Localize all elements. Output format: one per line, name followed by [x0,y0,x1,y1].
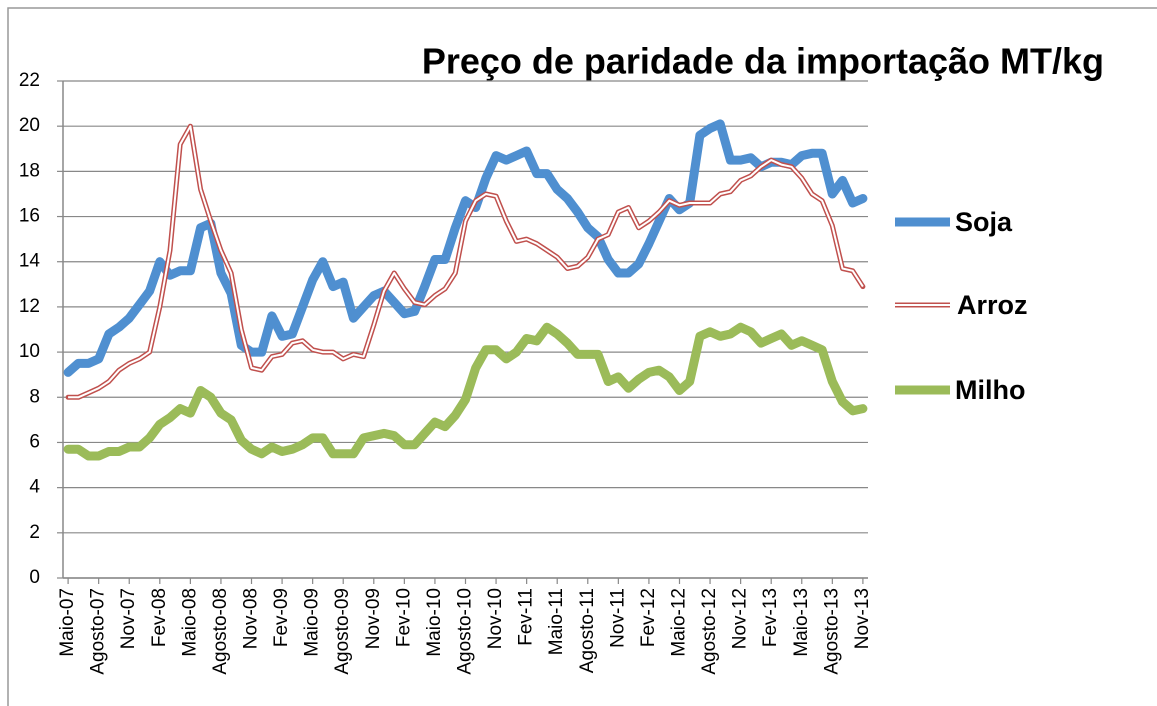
x-tick-label: Maio-09 [302,588,323,657]
x-tick-label: Maio-10 [424,588,445,657]
x-tick-label: Maio-11 [546,588,567,655]
chart-title: Preço de paridade da importação MT/kg [422,41,1104,82]
x-tick-label: Agosto-07 [88,588,109,675]
x-tick-label: Maio-12 [669,588,690,657]
x-tick-label: Nov-07 [118,588,139,649]
x-tick-label: Fev-12 [638,588,659,647]
x-tick-label: Fev-10 [393,588,414,647]
y-tick-label: 8 [29,386,40,407]
x-tick-label: Agosto-08 [210,588,231,675]
frame [7,7,1157,706]
y-tick-label: 2 [29,522,40,543]
line [63,322,868,461]
x-tick-label: Nov-08 [241,588,262,649]
x-tick-label: Nov-10 [485,588,506,649]
y-tick-label: 10 [19,341,40,362]
y-tick-label: 6 [29,431,40,452]
y-tick-label: 22 [19,70,40,91]
y-tick-label: 12 [19,296,40,317]
x-tick-label: Agosto-10 [455,588,476,675]
y-tick-label: 0 [29,567,40,588]
x-tick-label: Maio-08 [179,588,200,657]
y-tick-label: 18 [19,160,40,181]
x-tick-label: Agosto-12 [699,588,720,675]
y-tick-label: 4 [29,477,40,498]
y-tick-label: 16 [19,206,40,227]
x-tick-label: Nov-09 [363,588,384,649]
x-tick-label: Fev-11 [516,588,537,646]
x-tick-label: Maio-13 [791,588,812,657]
x-tick-label: Agosto-13 [821,588,842,675]
line-highlight [68,125,864,399]
x-tick-label: Agosto-09 [332,588,353,675]
legend-label: Arroz [957,290,1028,320]
x-tick-label: Maio-07 [57,588,78,657]
x-tick-label: Agosto-11 [577,588,598,673]
line [63,119,868,377]
x-tick-label: Nov-11 [607,588,628,648]
x-tick-label: Fev-13 [760,588,781,647]
x-tick-label: Fev-08 [149,588,170,647]
x-tick-label: Nov-12 [730,588,751,649]
legend-label: Soja [955,207,1013,237]
y-tick-label: 20 [19,115,40,136]
legend-label: Milho [955,375,1025,405]
y-tick-label: 14 [19,251,41,272]
x-tick-label: Nov-13 [852,588,873,649]
x-tick-label: Fev-09 [271,588,292,647]
